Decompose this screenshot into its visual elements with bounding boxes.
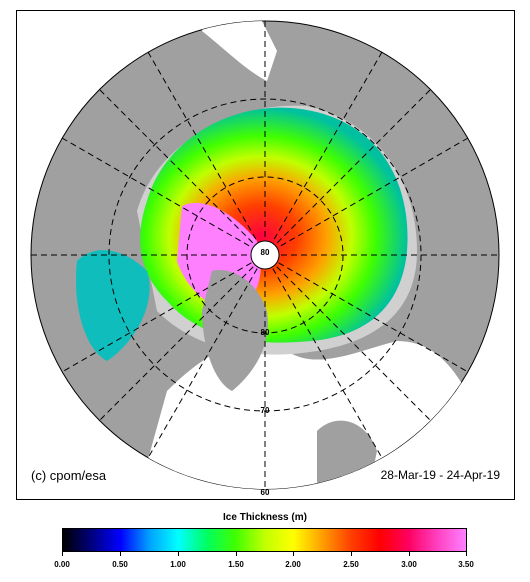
colorbar-tick [62,551,63,556]
colorbar-tick-label: 3.50 [458,560,474,569]
date-range-text: 28-Mar-19 - 24-Apr-19 [380,468,500,482]
colorbar-tick [120,551,121,556]
colorbar-tick-label: 0.00 [54,560,70,569]
colorbar-tick-label: 0.50 [112,560,128,569]
colorbar-tick [178,551,179,556]
colorbar-tick [236,551,237,556]
latitude-label: 70 [261,406,270,415]
copyright-text: (c) cpom/esa [31,468,107,483]
colorbar-tick-label: 3.00 [401,560,417,569]
colorbar-tick-label: 2.50 [343,560,359,569]
map-panel: 80 80 70 60 (c) cpom/esa 28-Mar-19 - 24-… [16,10,515,500]
latitude-label: 80 [261,328,270,337]
colorbar-tick [293,551,294,556]
latitude-label: 80 [261,248,270,257]
colorbar-title: Ice Thickness (m) [223,512,307,523]
latitude-label: 60 [261,488,270,497]
colorbar-tick-label: 1.00 [170,560,186,569]
colorbar-tick-label: 2.00 [285,560,301,569]
pole-hole [250,240,280,270]
colorbar-tick [409,551,410,556]
colorbar [62,528,467,552]
colorbar-tick-label: 1.50 [228,560,244,569]
pacific-ocean [202,21,277,81]
canadian-archipelago-ice [76,250,150,361]
arctic-sea-ice-thickness-map: 80 80 70 60 [30,20,500,497]
greenland-landmass [202,270,268,391]
colorbar-tick [351,551,352,556]
colorbar-tick [466,551,467,556]
